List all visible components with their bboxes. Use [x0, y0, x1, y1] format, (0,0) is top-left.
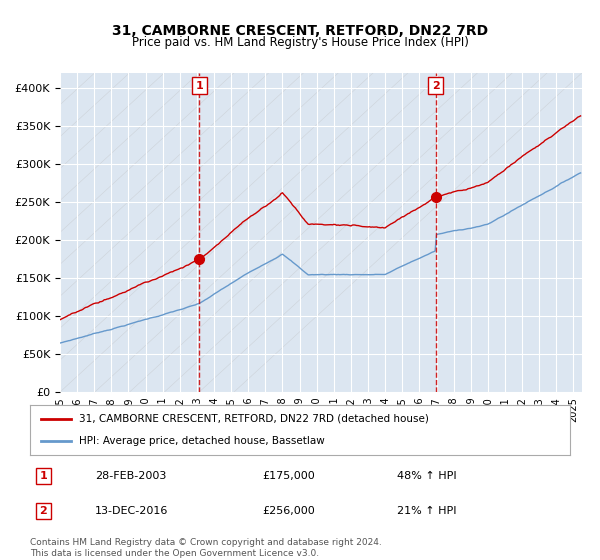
Text: 48% ↑ HPI: 48% ↑ HPI — [397, 471, 457, 481]
Text: This data is licensed under the Open Government Licence v3.0.: This data is licensed under the Open Gov… — [30, 549, 319, 558]
Text: 2: 2 — [432, 81, 440, 91]
Text: Contains HM Land Registry data © Crown copyright and database right 2024.: Contains HM Land Registry data © Crown c… — [30, 538, 382, 547]
Text: £256,000: £256,000 — [262, 506, 315, 516]
Text: 21% ↑ HPI: 21% ↑ HPI — [397, 506, 457, 516]
Text: £175,000: £175,000 — [262, 471, 315, 481]
Text: 2: 2 — [40, 506, 47, 516]
Text: 31, CAMBORNE CRESCENT, RETFORD, DN22 7RD: 31, CAMBORNE CRESCENT, RETFORD, DN22 7RD — [112, 24, 488, 38]
Text: 13-DEC-2016: 13-DEC-2016 — [95, 506, 168, 516]
Text: 1: 1 — [196, 81, 203, 91]
Text: 28-FEB-2003: 28-FEB-2003 — [95, 471, 166, 481]
Text: 31, CAMBORNE CRESCENT, RETFORD, DN22 7RD (detached house): 31, CAMBORNE CRESCENT, RETFORD, DN22 7RD… — [79, 414, 428, 424]
Text: 1: 1 — [40, 471, 47, 481]
Text: Price paid vs. HM Land Registry's House Price Index (HPI): Price paid vs. HM Land Registry's House … — [131, 36, 469, 49]
Text: HPI: Average price, detached house, Bassetlaw: HPI: Average price, detached house, Bass… — [79, 436, 325, 446]
